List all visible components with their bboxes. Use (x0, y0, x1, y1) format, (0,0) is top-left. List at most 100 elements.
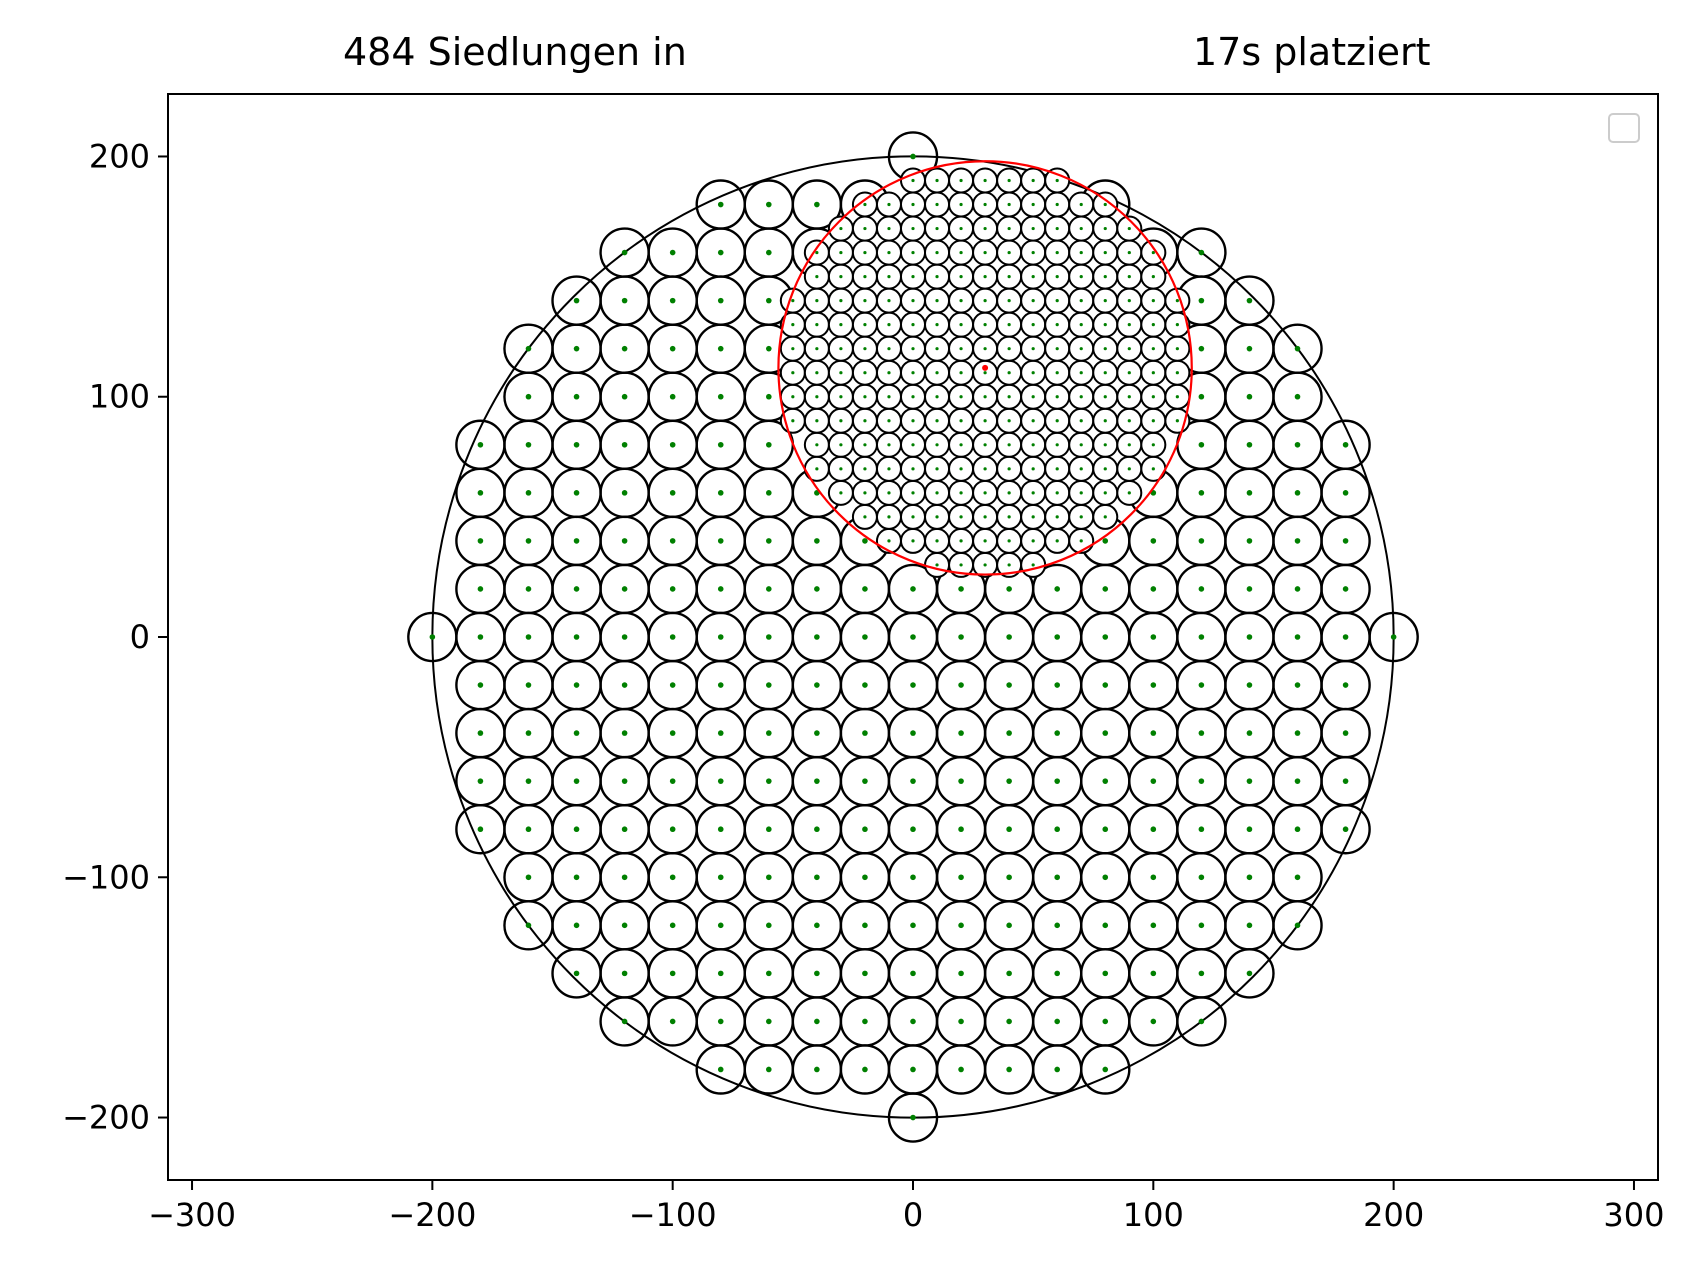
settlement-center-dot (910, 826, 916, 833)
settlement-center-dot (1102, 730, 1109, 736)
small-settlement-center-dot (863, 491, 867, 495)
settlement-center-dot (1006, 1018, 1012, 1025)
small-settlement (972, 167, 999, 194)
small-settlement (1068, 263, 1095, 290)
settlement-center-dot (766, 393, 772, 400)
small-settlement-center-dot (1103, 395, 1107, 399)
small-settlement (1044, 479, 1071, 506)
settlement-center-dot (1054, 1066, 1060, 1073)
settlement-center-dot (814, 826, 820, 833)
settlement-center-dot (1150, 874, 1157, 881)
small-settlement-center-dot (839, 443, 843, 447)
small-settlement (948, 167, 975, 194)
small-settlement-center-dot (1055, 202, 1059, 207)
settlement-center-dot (525, 778, 532, 784)
x-tick-label: 100 (1123, 1196, 1184, 1234)
small-settlement-center-dot (1175, 323, 1179, 327)
settlement-center-dot (477, 634, 484, 640)
small-settlement-center-dot (1127, 323, 1131, 327)
small-settlement (1140, 359, 1167, 386)
settlement-center-dot (573, 634, 580, 640)
small-settlement-center-dot (983, 275, 987, 279)
small-settlement (972, 527, 999, 554)
small-settlement-center-dot (1175, 395, 1179, 399)
small-settlement-center-dot (1079, 539, 1083, 543)
x-axis: −300 −200 −100 0 100 200 300 (148, 1180, 1665, 1234)
small-settlement (1020, 527, 1047, 554)
small-settlement-center-dot (983, 323, 987, 327)
settlement-center-dot (814, 538, 820, 544)
small-settlement-center-dot (1103, 347, 1107, 351)
small-settlement-center-dot (863, 226, 867, 231)
settlement-center-dot (958, 922, 964, 929)
small-settlement (924, 311, 951, 338)
small-settlement-center-dot (839, 226, 843, 231)
settlement-center-dot (621, 586, 628, 592)
settlement-center-dot (1054, 634, 1060, 640)
small-settlement (924, 263, 951, 290)
small-settlement (948, 311, 975, 338)
settlement-center-dot (1294, 490, 1301, 496)
small-settlement-center-dot (863, 250, 867, 255)
settlement-center-dot (1246, 634, 1253, 640)
small-settlement-center-dot (1055, 515, 1059, 519)
small-settlement (1020, 503, 1047, 530)
small-settlement (1068, 191, 1095, 218)
small-settlement-center-dot (1103, 467, 1107, 471)
small-settlement-center-dot (983, 467, 987, 471)
small-settlement (1140, 431, 1167, 458)
settlement-center-dot (573, 874, 580, 881)
small-settlement (1092, 503, 1119, 530)
small-settlement (875, 455, 902, 482)
settlement-center-dot (910, 1114, 916, 1121)
settlement-outline (1272, 323, 1323, 374)
small-settlement (1068, 311, 1095, 338)
small-settlement (875, 287, 902, 314)
y-tick-label: 100 (89, 378, 150, 416)
settlement-center-dot (1246, 826, 1253, 833)
small-settlement-center-dot (935, 299, 939, 303)
small-settlement (1044, 503, 1071, 530)
settlement-center-dot (717, 874, 724, 881)
small-settlement-center-dot (983, 250, 987, 255)
settlement-center-dot (717, 249, 724, 256)
small-settlement-center-dot (1031, 539, 1035, 543)
small-settlement (803, 431, 830, 458)
settlement-center-dot (910, 778, 916, 784)
small-settlement (924, 359, 951, 386)
small-settlement-center-dot (1055, 419, 1059, 423)
small-settlement (1020, 551, 1047, 578)
small-settlement (924, 479, 951, 506)
small-settlement-center-dot (1055, 539, 1059, 543)
small-settlement-center-dot (911, 226, 915, 231)
small-settlement-center-dot (887, 443, 891, 447)
settlement-center-dot (525, 682, 532, 688)
settlement-center-dot (1006, 682, 1012, 688)
settlement-center-dot (1294, 586, 1301, 592)
settlement-center-dot (1246, 586, 1253, 592)
small-settlement-center-dot (1079, 250, 1083, 255)
settlement-center-dot (1294, 778, 1301, 784)
small-settlement (972, 455, 999, 482)
settlement-center-dot (1294, 922, 1301, 929)
small-settlement-center-dot (959, 178, 963, 183)
small-settlement (1044, 191, 1071, 218)
small-settlement-center-dot (887, 395, 891, 399)
settlement-center-dot (1246, 778, 1253, 784)
small-settlement-center-dot (863, 443, 867, 447)
settlement-center-dot (862, 682, 868, 688)
small-settlement (948, 263, 975, 290)
settlement-center-dot (910, 1066, 916, 1073)
small-settlement-center-dot (1007, 395, 1011, 399)
small-settlement (875, 311, 902, 338)
settlement-center-dot (717, 826, 724, 833)
settlement-center-dot (717, 201, 724, 208)
small-settlement (1116, 359, 1143, 386)
small-settlement-center-dot (1103, 250, 1107, 255)
small-settlement (996, 479, 1023, 506)
small-settlement-center-dot (1031, 419, 1035, 423)
small-settlement-center-dot (1007, 371, 1011, 375)
small-settlement (1068, 431, 1095, 458)
small-settlement (1020, 191, 1047, 218)
small-settlement-center-dot (1079, 347, 1083, 351)
